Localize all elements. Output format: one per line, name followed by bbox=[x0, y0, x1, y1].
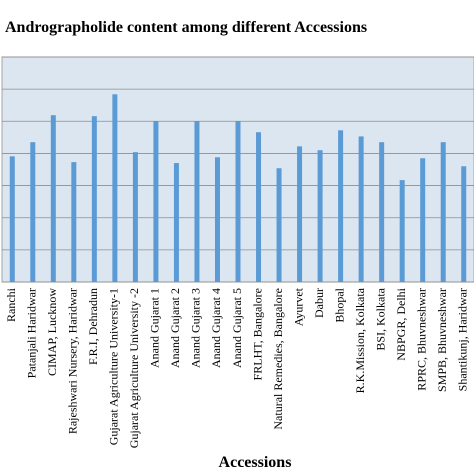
x-tick-label: Anand Gujarat 2 bbox=[168, 288, 182, 368]
bar bbox=[256, 132, 262, 282]
x-tick-label: Gujarat Agriculture University -2 bbox=[127, 288, 141, 448]
bar bbox=[399, 180, 405, 282]
x-tick-label: Anand Gujarat 4 bbox=[209, 288, 223, 368]
x-tick-label: Shantikunj, Haridwar bbox=[455, 288, 469, 391]
bar bbox=[297, 146, 303, 282]
bar bbox=[440, 142, 446, 282]
bar bbox=[132, 152, 138, 282]
bar bbox=[50, 115, 56, 282]
x-tick-label: BSI, Kolkata bbox=[373, 287, 387, 350]
x-tick-label: Ayurvet bbox=[291, 287, 305, 326]
x-tick-label: Ranchi bbox=[4, 287, 18, 322]
x-tick-label: R.K.Mission, Kolkata bbox=[353, 287, 367, 393]
bar bbox=[30, 142, 36, 282]
bar bbox=[153, 121, 159, 283]
x-tick-label: CIMAP, Lucknow bbox=[45, 288, 59, 376]
bar bbox=[420, 158, 426, 282]
x-tick-label: Anand Gujarat 1 bbox=[148, 288, 162, 368]
x-tick-label: SMPB, Bhuvneshwar bbox=[435, 288, 449, 392]
bar bbox=[358, 136, 364, 282]
x-tick-label: Dabur bbox=[312, 288, 326, 318]
bar bbox=[9, 156, 15, 282]
bar bbox=[461, 166, 467, 282]
bar bbox=[112, 94, 118, 283]
bar bbox=[214, 157, 220, 282]
bar bbox=[235, 121, 241, 283]
x-tick-label: Gujarat Agriculture University-1 bbox=[107, 288, 121, 445]
bar bbox=[91, 116, 97, 283]
x-tick-label: RPRC, Bhuvneshwar bbox=[414, 288, 428, 391]
x-tick-label: Anand Gujarat 3 bbox=[189, 288, 203, 368]
x-tick-label: Anand Gujarat 5 bbox=[230, 288, 244, 368]
x-tick-label: FRLHT, Bangalore bbox=[250, 288, 264, 380]
bar bbox=[317, 150, 323, 282]
x-tick-label: Rajeshwari Nursery, Haridwar bbox=[66, 288, 80, 434]
x-tick-label: Patanjali Haridwar bbox=[25, 288, 39, 378]
x-tick-label: Bhopal bbox=[332, 287, 346, 322]
x-axis-label: Accessions bbox=[219, 454, 292, 471]
bar bbox=[173, 163, 179, 282]
x-tick-label: Natural Remedies, Bangalore bbox=[271, 288, 285, 430]
bar bbox=[194, 121, 200, 283]
x-tick-label: F.R.I, Dehradun bbox=[86, 288, 100, 365]
bar bbox=[276, 168, 282, 282]
bar bbox=[379, 142, 385, 282]
chart-title: Andrographolide content among different … bbox=[5, 19, 367, 36]
bar bbox=[71, 162, 77, 282]
bar bbox=[338, 130, 344, 282]
x-tick-label: NBPGR, Delhi bbox=[394, 287, 408, 360]
